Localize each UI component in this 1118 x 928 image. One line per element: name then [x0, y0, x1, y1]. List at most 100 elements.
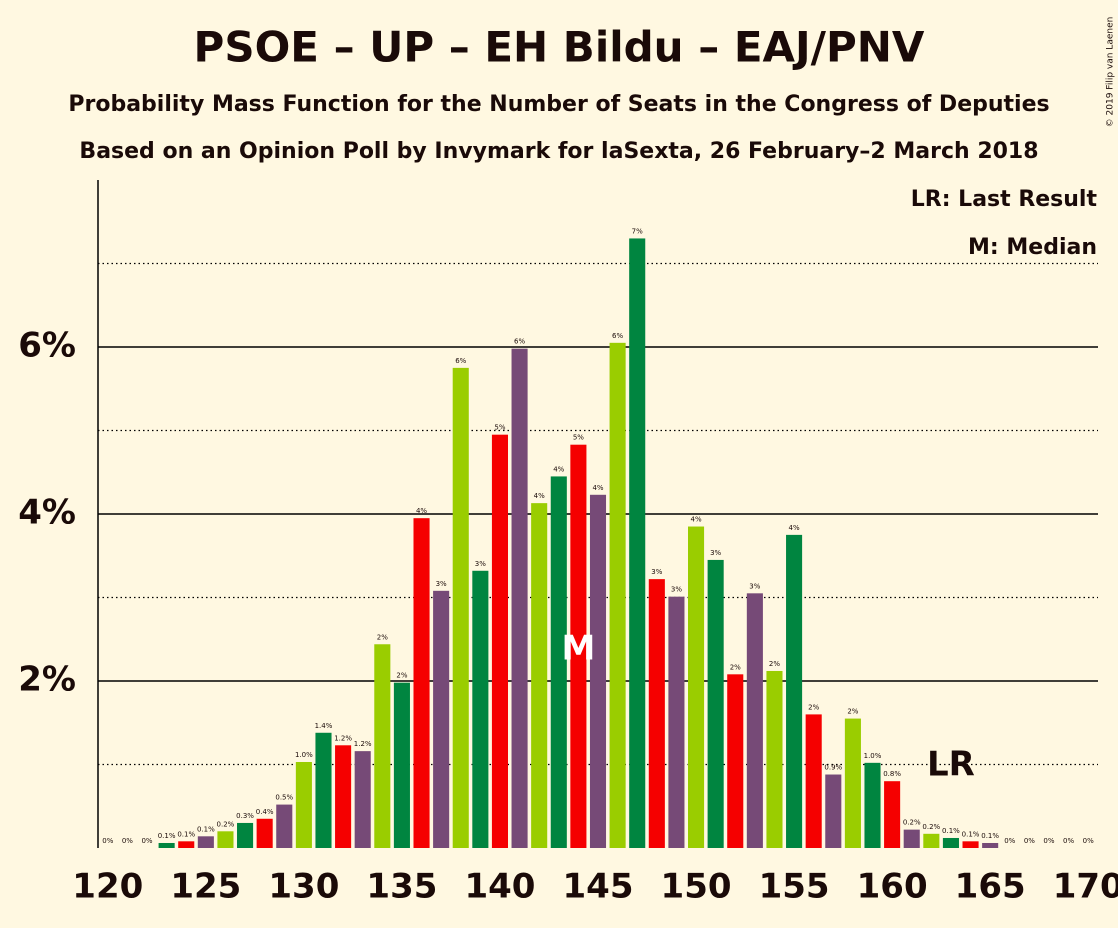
value-label: 4% — [690, 516, 701, 524]
bar — [413, 518, 430, 848]
value-label: 6% — [514, 338, 525, 346]
bar — [648, 579, 665, 848]
x-tick-label: 130 — [268, 867, 339, 907]
value-label: 0.1% — [177, 830, 195, 838]
bar — [629, 238, 646, 848]
value-label: 0.5% — [275, 794, 293, 802]
bar — [550, 476, 567, 848]
bar — [315, 732, 332, 848]
bar — [942, 837, 959, 848]
chart-subtitle: Based on an Opinion Poll by Invymark for… — [79, 139, 1038, 164]
value-label: 0.1% — [942, 827, 960, 835]
value-label: 0.3% — [236, 812, 254, 820]
bar — [746, 593, 763, 848]
bar — [589, 494, 607, 848]
bar — [217, 831, 234, 848]
value-label: 2% — [769, 660, 780, 668]
value-label: 0.1% — [981, 832, 999, 840]
value-label: 3% — [710, 549, 721, 557]
value-label: 1.2% — [334, 734, 352, 742]
bar — [237, 822, 254, 848]
legend-entry: LR: Last Result — [911, 187, 1098, 212]
value-label: 2% — [730, 663, 741, 671]
bar — [335, 745, 352, 848]
value-label: 0% — [122, 837, 133, 845]
bar — [864, 762, 881, 848]
x-tick-label: 170 — [1053, 867, 1118, 907]
x-tick-label: 120 — [72, 867, 143, 907]
bar — [511, 348, 528, 848]
value-label: 2% — [396, 672, 407, 680]
y-tick-label: 4% — [18, 493, 76, 533]
value-label: 4% — [416, 507, 427, 515]
bar — [393, 682, 410, 848]
value-label: 1.0% — [864, 752, 882, 760]
bar — [884, 781, 901, 848]
value-label: 0.8% — [883, 770, 901, 778]
x-tick-label: 155 — [759, 867, 830, 907]
bar — [354, 751, 371, 848]
value-label: 3% — [475, 560, 486, 568]
value-label: 3% — [749, 582, 760, 590]
bar — [197, 836, 214, 848]
value-label: 0% — [1004, 837, 1015, 845]
value-label: 0.2% — [922, 823, 940, 831]
value-label: 3% — [651, 568, 662, 576]
bar — [295, 761, 312, 848]
value-label: 6% — [612, 332, 623, 340]
bar — [158, 842, 175, 848]
value-label: 0% — [141, 837, 152, 845]
chart-subtitle: Probability Mass Function for the Number… — [68, 92, 1049, 117]
x-tick-label: 125 — [170, 867, 241, 907]
value-label: 3% — [671, 586, 682, 594]
value-label: 1.4% — [315, 722, 333, 730]
value-label: 4% — [534, 492, 545, 500]
value-label: 0.9% — [824, 764, 842, 772]
value-label: 4% — [553, 465, 564, 473]
bar — [452, 367, 469, 848]
bar — [962, 841, 979, 848]
value-label: 0% — [1043, 837, 1054, 845]
value-label: 1.0% — [295, 751, 313, 759]
bar — [903, 829, 920, 848]
bar — [374, 644, 391, 848]
value-label: 0% — [1024, 837, 1035, 845]
x-tick-label: 150 — [661, 867, 732, 907]
value-label: 3% — [436, 580, 447, 588]
bar — [766, 670, 783, 848]
bar — [805, 714, 822, 848]
value-label: 0% — [1063, 837, 1074, 845]
bar — [688, 526, 705, 848]
bar — [786, 534, 803, 848]
value-label: 1.2% — [354, 740, 372, 748]
copyright: © 2019 Filip van Laenen — [1106, 17, 1116, 128]
last-result-marker: LR — [927, 745, 975, 785]
y-tick-label: 6% — [18, 326, 76, 366]
x-tick-label: 165 — [955, 867, 1026, 907]
value-label: 0.4% — [256, 808, 274, 816]
value-label: 0% — [102, 837, 113, 845]
bar — [472, 570, 489, 848]
bar — [256, 818, 273, 848]
x-tick-label: 135 — [366, 867, 437, 907]
x-tick-label: 160 — [857, 867, 928, 907]
x-tick-label: 145 — [563, 867, 634, 907]
value-label: 0.2% — [217, 820, 235, 828]
bar — [707, 559, 724, 848]
median-marker: M — [561, 629, 595, 669]
value-label: 2% — [808, 703, 819, 711]
value-label: 5% — [573, 434, 584, 442]
value-label: 0.2% — [903, 819, 921, 827]
value-label: 6% — [455, 357, 466, 365]
bar — [531, 503, 548, 848]
bar — [825, 774, 842, 848]
value-label: 7% — [632, 227, 643, 235]
value-label: 2% — [377, 633, 388, 641]
bar — [668, 596, 685, 848]
value-label: 0.1% — [197, 825, 215, 833]
bar — [923, 833, 940, 848]
bar — [178, 841, 195, 848]
x-tick-label: 140 — [464, 867, 535, 907]
